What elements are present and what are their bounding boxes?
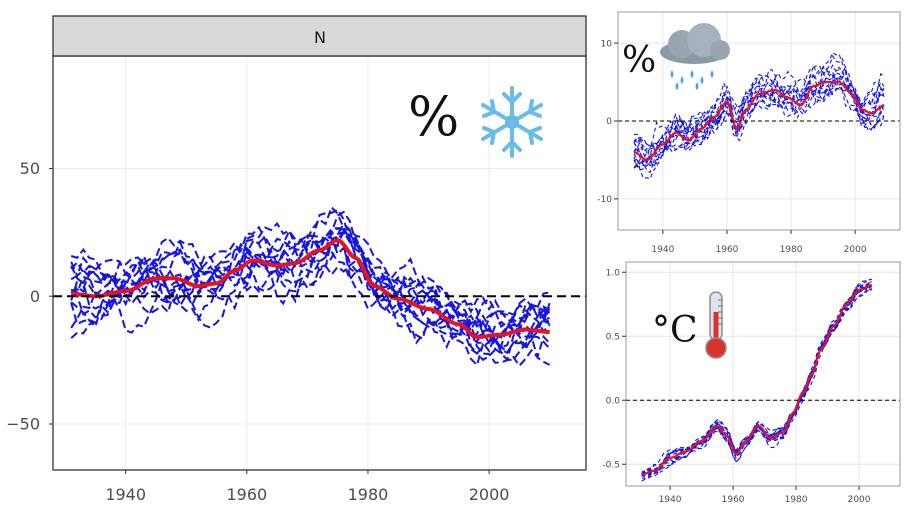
ensemble-member-line xyxy=(641,282,872,474)
facet-strip-label: N xyxy=(314,28,326,47)
ensemble-member-line xyxy=(70,227,550,344)
snowflake-icon xyxy=(481,86,543,158)
y-tick-label: −50 xyxy=(6,415,40,434)
ensemble-member-line xyxy=(70,221,551,354)
ensemble-mean-line xyxy=(641,283,872,476)
thermometer-icon xyxy=(705,291,727,359)
ensemble-member-line xyxy=(71,205,551,355)
x-tick-label: 1940 xyxy=(105,485,146,504)
x-tick-label: 1980 xyxy=(785,495,808,505)
x-tick-label: 1980 xyxy=(348,485,389,504)
y-tick-label: 0.5 xyxy=(606,332,620,342)
unit-symbol: °C xyxy=(652,310,698,351)
precipitation-change-chart: 1940 1960 1980 2000 -10 0 10 % xyxy=(597,11,901,255)
y-tick-label: 0 xyxy=(606,117,612,127)
y-tick-label: 0 xyxy=(30,287,40,306)
x-tick-label: 1940 xyxy=(659,495,682,505)
ensemble-member-line xyxy=(641,288,872,475)
x-tick-label: 1960 xyxy=(716,245,739,255)
plot-frame xyxy=(625,261,901,487)
ensemble-member-line xyxy=(633,51,885,156)
temperature-change-panel: 1940 1960 1980 2000 -0.5 0.0 0.5 1.0 °C xyxy=(590,252,917,508)
x-tick-label: 1960 xyxy=(722,495,745,505)
ensemble-member-line xyxy=(70,210,551,349)
ensemble-member-line xyxy=(641,285,873,479)
unit-symbol: % xyxy=(408,85,459,148)
ensemble-member-line xyxy=(633,77,885,174)
facet-strip xyxy=(52,15,587,57)
ensemble-mean-line xyxy=(71,238,550,340)
x-tick-label: 2000 xyxy=(848,495,871,505)
ensemble-member-line xyxy=(641,281,872,474)
snow-change-chart: 1940 1960 1980 2000 −50 0 50 N % xyxy=(6,15,587,504)
x-tick-label: 1980 xyxy=(780,245,803,255)
ensemble-member-line xyxy=(641,285,873,475)
y-tick-label: 0.0 xyxy=(606,396,621,406)
ensemble-member-line xyxy=(70,230,551,368)
y-tick-label: 1.0 xyxy=(606,268,621,278)
ensemble-member-line xyxy=(633,69,885,169)
x-tick-label: 2000 xyxy=(469,485,510,504)
x-tick-label: 2000 xyxy=(844,245,867,255)
ensemble-mean-line xyxy=(633,81,885,161)
precipitation-change-panel: 1940 1960 1980 2000 -10 0 10 % xyxy=(590,0,917,258)
y-tick-label: -10 xyxy=(597,195,612,205)
y-tick-label: 10 xyxy=(601,39,613,49)
y-tick-label: -0.5 xyxy=(602,460,620,470)
x-tick-label: 1960 xyxy=(226,485,267,504)
ensemble-member-line xyxy=(633,85,885,169)
ensemble-member-line xyxy=(70,208,551,336)
unit-symbol: % xyxy=(622,40,656,81)
snow-change-panel: 1940 1960 1980 2000 −50 0 50 N % xyxy=(6,15,587,504)
ensemble-member-line xyxy=(633,54,885,154)
rain-cloud-icon xyxy=(660,23,730,90)
y-tick-label: 50 xyxy=(20,159,40,178)
temperature-change-chart: 1940 1960 1980 2000 -0.5 0.0 0.5 1.0 °C xyxy=(602,261,901,505)
x-tick-label: 1940 xyxy=(651,245,674,255)
